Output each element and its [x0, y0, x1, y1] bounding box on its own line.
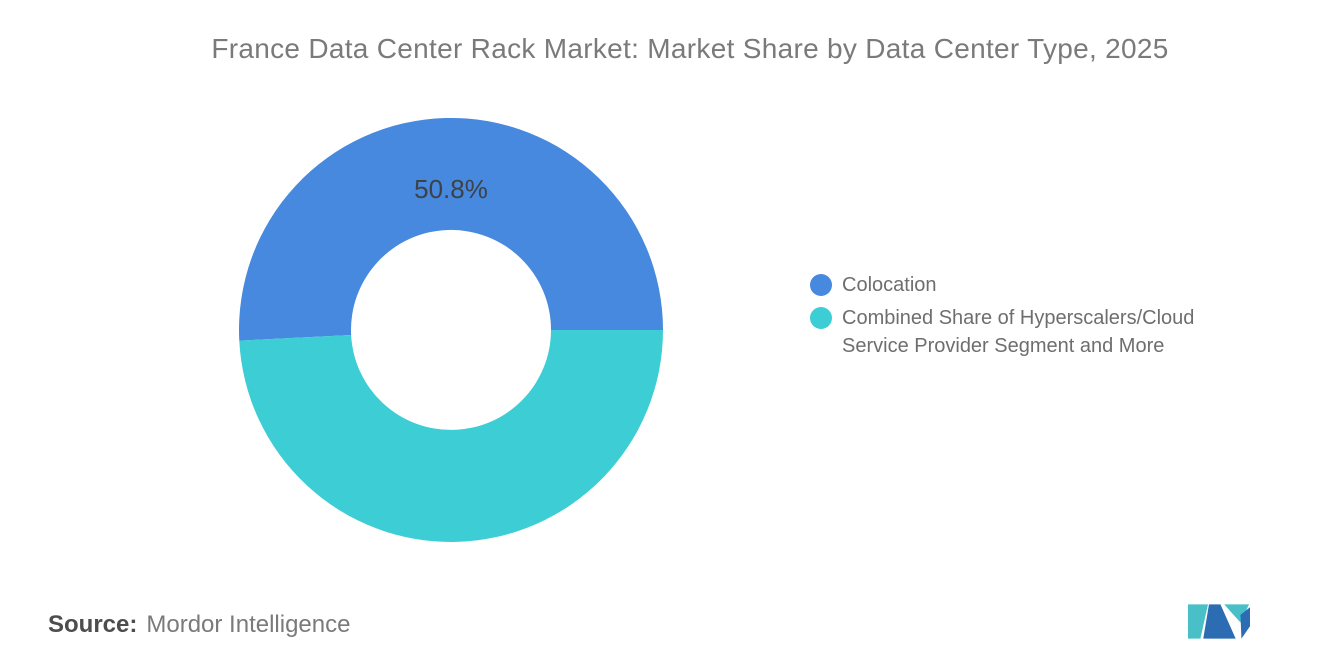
- colocation-data-label: 50.8%: [414, 174, 488, 204]
- pie-segment-colocation[interactable]: [239, 117, 664, 341]
- legend-swatch-hyperscalers-icon: [810, 307, 832, 329]
- source-value: Mordor Intelligence: [146, 611, 351, 638]
- pie-segment-hyperscalers[interactable]: [239, 330, 663, 542]
- donut-svg: [239, 117, 664, 542]
- source-line: Source: Mordor Intelligence: [48, 611, 350, 639]
- logo-blue-left-shape: [1203, 604, 1236, 639]
- source-label: Source:: [48, 611, 138, 638]
- logo-teal-right-shape: [1224, 604, 1250, 623]
- legend-swatch-colocation-icon: [810, 274, 832, 296]
- chart-title: France Data Center Rack Market: Market S…: [211, 33, 1169, 64]
- legend: Colocation Combined Share of Hyperscaler…: [810, 271, 1265, 365]
- legend-item-hyperscalers[interactable]: Combined Share of Hyperscalers/Cloud Ser…: [810, 304, 1265, 360]
- logo-teal-left-shape: [1188, 604, 1209, 639]
- legend-label-colocation: Colocation: [842, 274, 937, 296]
- mordor-intelligence-logo-icon: [1188, 604, 1250, 639]
- donut-chart: 50.8%: [231, 110, 671, 550]
- legend-item-colocation[interactable]: Colocation: [810, 271, 1265, 299]
- logo-blue-right-shape: [1240, 607, 1250, 639]
- legend-label-hyperscalers: Combined Share of Hyperscalers/Cloud Ser…: [842, 307, 1195, 357]
